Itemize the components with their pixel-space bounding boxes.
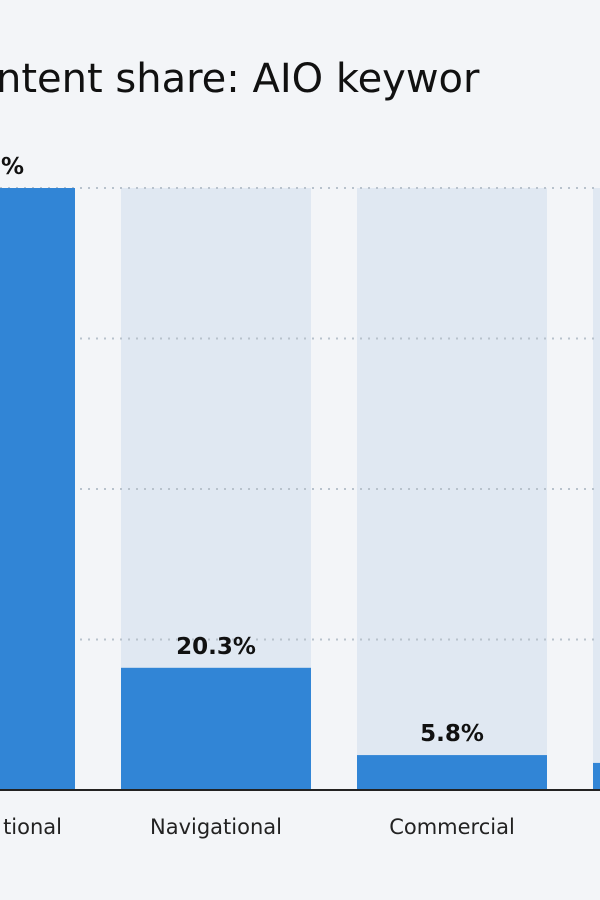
x-tick-label: tional — [3, 815, 62, 839]
value-label: 5.8% — [420, 721, 484, 747]
chart-title: ntent share: AIO keywor — [0, 56, 480, 102]
bar — [357, 755, 547, 790]
bar — [0, 188, 75, 790]
bar — [121, 667, 311, 790]
bar-track — [593, 188, 600, 790]
value-label: % — [1, 154, 24, 180]
x-tick-label: Navigational — [150, 815, 282, 839]
value-label: 20.3% — [176, 634, 256, 660]
bar — [593, 762, 600, 790]
x-tick-label: Commercial — [389, 815, 515, 839]
bar-track — [357, 188, 547, 790]
